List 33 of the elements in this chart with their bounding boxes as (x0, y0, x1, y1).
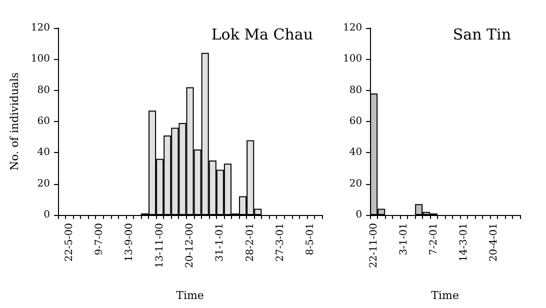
x-tick-label: 22-11-00 (368, 223, 380, 268)
y-tick-label: 100 (342, 54, 362, 65)
x-tick-label: 28-2-01 (244, 223, 256, 262)
y-axis-title: No. of individuals (8, 72, 21, 170)
y-tick-label: 60 (349, 116, 362, 127)
x-tick-label: 8-5-01 (305, 223, 316, 256)
x-tick-label: 13-11-00 (154, 223, 166, 268)
y-tick-label: 20 (349, 178, 362, 190)
y-tick-label: 120 (342, 22, 362, 34)
chart-title: San Tin (452, 26, 512, 44)
x-tick-label: 27-3-01 (275, 223, 286, 262)
y-tick-label: 40 (37, 147, 50, 158)
y-tick-label: 80 (349, 84, 362, 96)
x-tick-label: 31-1-01 (214, 223, 226, 262)
y-tick-label: 100 (30, 54, 50, 65)
x-tick-label: 3-1-01 (398, 223, 410, 256)
y-tick-label: 80 (37, 84, 50, 96)
x-tick-label: 22-5-00 (64, 223, 75, 262)
x-tick-label: 20-4-01 (488, 223, 500, 262)
y-tick-label: 40 (349, 147, 362, 158)
x-tick-label: 7-2-01 (428, 223, 440, 256)
x-tick-label: 9-7-00 (94, 223, 105, 256)
y-tick-label: 0 (356, 210, 362, 220)
x-axis-title: Time (176, 289, 204, 302)
y-tick-label: 0 (44, 210, 50, 220)
y-tick-label: 20 (37, 178, 50, 190)
chart-title: Lok Ma Chau (211, 26, 314, 44)
x-axis-title: Time (431, 289, 459, 302)
x-tick-label: 14-3-01 (458, 223, 470, 262)
x-tick-label: 20-12-00 (184, 223, 196, 268)
y-tick-label: 60 (37, 116, 50, 127)
x-tick-label: 13-9-00 (124, 223, 136, 262)
y-tick-label: 120 (30, 22, 50, 34)
